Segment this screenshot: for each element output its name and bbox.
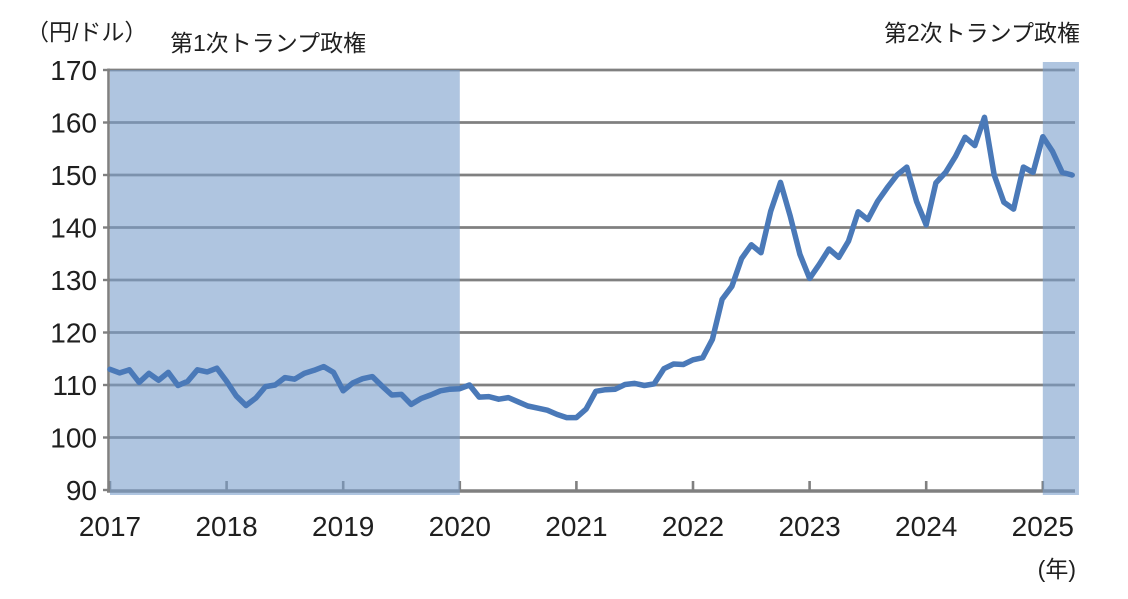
x-tick-label: 2019: [312, 511, 374, 542]
x-tick-label: 2021: [545, 511, 607, 542]
x-tick-label: 2024: [895, 511, 957, 542]
y-tick-label: 130: [50, 265, 97, 296]
y-tick-label: 100: [50, 423, 97, 454]
y-tick-label: 160: [50, 108, 97, 139]
y-axis-unit-label: （円/ドル）: [26, 19, 148, 45]
x-tick-label: 2017: [79, 511, 141, 542]
x-tick-label: 2025: [1012, 511, 1074, 542]
x-tick-label: 2022: [662, 511, 724, 542]
period2-trump-label: 第2次トランプ政権: [883, 20, 1080, 46]
y-tick-label: 150: [50, 160, 97, 191]
period1-trump-label: 第1次トランプ政権: [170, 30, 367, 56]
y-tick-label: 120: [50, 318, 97, 349]
x-tick-label: 2018: [195, 511, 257, 542]
y-tick-label: 170: [50, 55, 97, 86]
y-tick-label: 110: [52, 370, 97, 401]
y-tick-label: 140: [50, 213, 97, 244]
shaded-period-1: [110, 70, 460, 495]
x-axis-unit-label: (年): [1037, 556, 1076, 582]
x-tick-label: 2023: [778, 511, 840, 542]
x-tick-label: 2020: [429, 511, 491, 542]
exchange-rate-line: [107, 114, 1075, 421]
y-tick-label: 90: [66, 475, 97, 506]
shaded-period-2: [1042, 62, 1079, 495]
